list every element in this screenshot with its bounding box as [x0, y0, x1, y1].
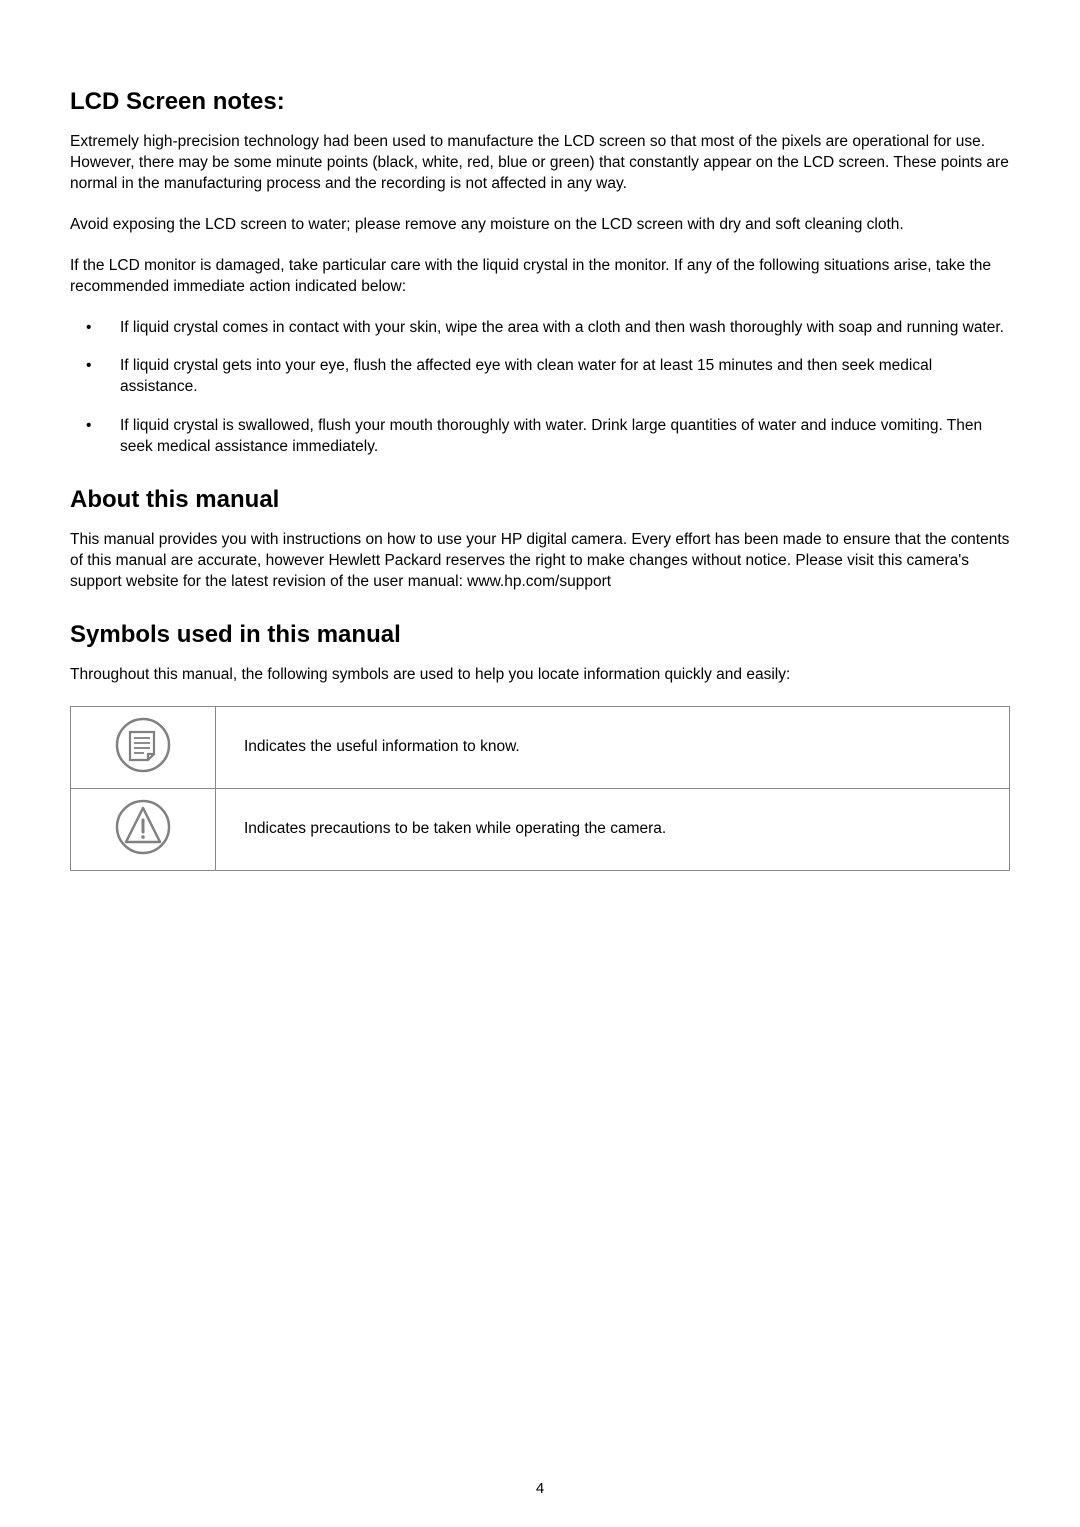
about-para-1: This manual provides you with instructio…: [70, 530, 1010, 593]
symbols-para-1: Throughout this manual, the following sy…: [70, 665, 1010, 686]
lcd-heading: LCD Screen notes:: [70, 88, 1010, 116]
lcd-bullet-item: If liquid crystal is swallowed, flush yo…: [70, 416, 1010, 458]
lcd-bullet-item: If liquid crystal gets into your eye, fl…: [70, 356, 1010, 398]
lcd-bullet-list: If liquid crystal comes in contact with …: [70, 318, 1010, 459]
lcd-para-3: If the LCD monitor is damaged, take part…: [70, 256, 1010, 298]
icon-cell: [71, 706, 216, 788]
caution-icon: [114, 798, 172, 861]
symbols-table: Indicates the useful information to know…: [70, 706, 1010, 871]
note-icon: [114, 716, 172, 779]
page-number: 4: [0, 1480, 1080, 1497]
table-row: Indicates precautions to be taken while …: [71, 788, 1010, 870]
lcd-bullet-item: If liquid crystal comes in contact with …: [70, 318, 1010, 339]
symbols-heading: Symbols used in this manual: [70, 621, 1010, 649]
about-heading: About this manual: [70, 486, 1010, 514]
table-row: Indicates the useful information to know…: [71, 706, 1010, 788]
lcd-para-1: Extremely high-precision technology had …: [70, 132, 1010, 195]
symbol-text: Indicates precautions to be taken while …: [216, 788, 1010, 870]
lcd-para-2: Avoid exposing the LCD screen to water; …: [70, 215, 1010, 236]
icon-cell: [71, 788, 216, 870]
symbol-text: Indicates the useful information to know…: [216, 706, 1010, 788]
